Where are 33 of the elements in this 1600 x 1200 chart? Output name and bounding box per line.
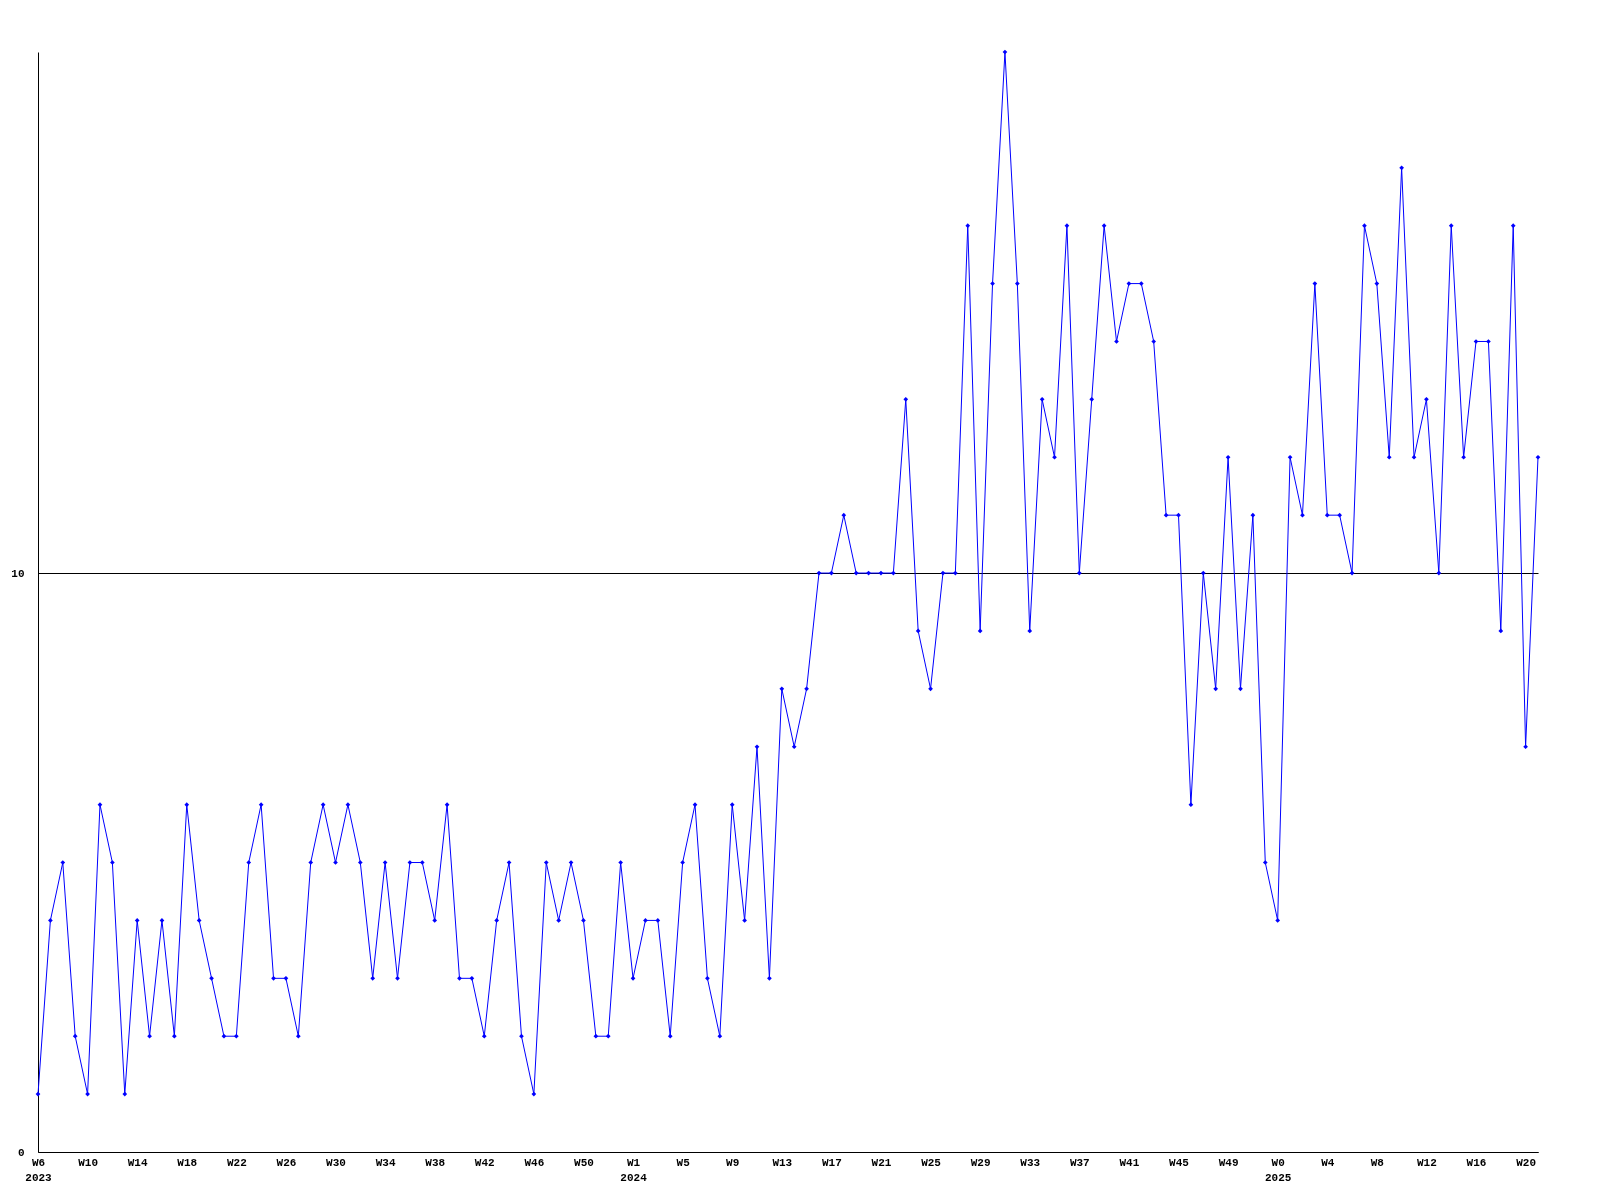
x-tick-label: W20	[1516, 1156, 1537, 1169]
x-tick-label: W1 2024	[620, 1156, 648, 1184]
x-tick-label: W41	[1119, 1156, 1140, 1169]
x-tick-label: W25	[921, 1156, 942, 1169]
x-tick-label: W30	[326, 1156, 346, 1169]
x-tick-label: W0 2025	[1264, 1156, 1292, 1184]
x-tick-label: W10	[78, 1156, 98, 1169]
x-tick-label: W46	[524, 1156, 545, 1169]
y-tick-label: 10	[11, 567, 25, 580]
x-tick-label: W29	[970, 1156, 991, 1169]
x-tick-label: W5	[676, 1156, 691, 1169]
x-tick-label: W8	[1370, 1156, 1385, 1169]
x-tick-label: W42	[474, 1156, 495, 1169]
x-tick-label: W16	[1466, 1156, 1487, 1169]
y-tick-label: 0	[17, 1146, 25, 1159]
x-tick-label: W34	[375, 1156, 396, 1169]
x-tick-label: W38	[425, 1156, 446, 1169]
x-tick-label: W14	[127, 1156, 148, 1169]
x-tick-label: W22	[226, 1156, 247, 1169]
x-tick-label: W50	[574, 1156, 594, 1169]
x-tick-label: W26	[276, 1156, 297, 1169]
x-tick-label: W6 2023	[25, 1156, 53, 1184]
x-tick-label: W18	[177, 1156, 198, 1169]
x-tick-label: W45	[1169, 1156, 1190, 1169]
x-tick-label: W12	[1417, 1156, 1437, 1169]
x-tick-label: W37	[1069, 1156, 1090, 1169]
x-tick-label: W21	[871, 1156, 892, 1169]
x-tick-label: W17	[821, 1156, 842, 1169]
x-tick-label: W9	[726, 1156, 740, 1169]
x-tick-label: W49	[1218, 1156, 1239, 1169]
x-tick-label: W33	[1020, 1156, 1041, 1169]
x-tick-label: W4	[1321, 1156, 1335, 1169]
x-tick-label: W13	[772, 1156, 793, 1169]
